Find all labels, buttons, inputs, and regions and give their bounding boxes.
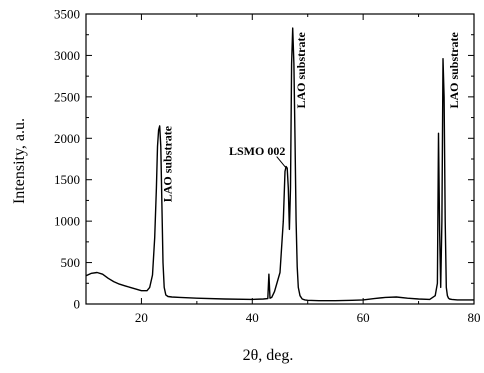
tick-layer: 20 40 60 80 0 500 1000 1500 2000 2500 3000 3500 (54, 7, 481, 326)
y-tick-label-3: 1500 (54, 172, 80, 187)
annotation-layer: LAO substrate LSMO 002 LAO substrate LAO su… (160, 32, 461, 203)
x-axis-label: 2θ, deg. (243, 347, 294, 364)
annotation-2: LAO substrate (294, 32, 308, 109)
y-tick-label-0: 0 (74, 297, 81, 312)
annotation-0: LAO substrate (160, 125, 174, 202)
y-axis-label: Intensity, a.u. (11, 118, 28, 204)
y-tick-label-7: 3500 (54, 7, 80, 22)
y-tick-label-2: 1000 (54, 214, 80, 229)
x-tick-label-2: 60 (357, 310, 370, 325)
annotation-3: LAO substrate (447, 32, 461, 109)
x-tick-label-1: 40 (246, 310, 259, 325)
y-tick-label-5: 2500 (54, 89, 80, 104)
y-tick-label-6: 3000 (54, 48, 80, 63)
series-line-0 (85, 27, 474, 302)
x-tick-label-3: 80 (468, 310, 481, 325)
y-tick-label-1: 500 (61, 255, 81, 270)
series-layer (85, 27, 474, 302)
annotation-1: LSMO 002 (229, 144, 285, 158)
y-tick-label-4: 2000 (54, 131, 80, 146)
lsmo-leader-line (276, 156, 286, 168)
plot-frame (85, 13, 475, 305)
x-tick-label-0: 20 (135, 310, 148, 325)
